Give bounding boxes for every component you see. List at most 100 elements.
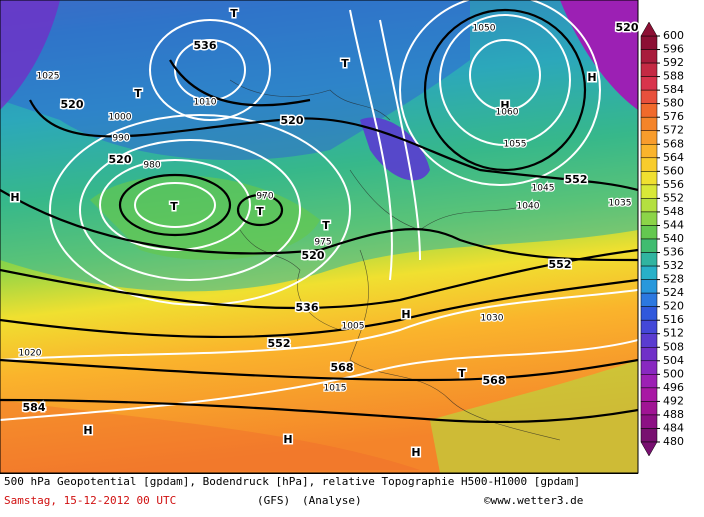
legend-label: 580	[663, 97, 684, 110]
map-label: H	[83, 424, 92, 437]
map-label: 568	[483, 374, 506, 387]
legend-swatch	[640, 35, 658, 50]
map-label: 552	[565, 173, 588, 186]
map-label: T	[341, 57, 349, 70]
map-label: T	[322, 219, 330, 232]
map-label: 1020	[19, 349, 42, 359]
footer-description: 500 hPa Geopotential [gpdam], Bodendruck…	[4, 475, 580, 488]
legend-swatch	[640, 103, 658, 118]
legend-swatch	[640, 374, 658, 389]
legend-swatch	[640, 279, 658, 294]
legend-cap-bottom	[640, 441, 658, 457]
legend-label: 600	[663, 29, 684, 42]
map-label: H	[587, 71, 596, 84]
map-label: 1055	[504, 140, 527, 150]
map-label: 975	[314, 238, 331, 248]
map-label: 1030	[481, 314, 504, 324]
legend-swatch	[640, 265, 658, 280]
legend-label: 540	[663, 232, 684, 245]
legend-swatch	[640, 198, 658, 213]
legend-swatch	[640, 171, 658, 186]
footer-date: Samstag, 15-12-2012 00 UTC	[4, 494, 176, 507]
map-label: T	[458, 367, 466, 380]
legend-cap-top	[640, 21, 658, 37]
legend-swatch	[640, 252, 658, 267]
color-legend: 6005965925885845805765725685645605565525…	[640, 21, 684, 457]
legend-label: 536	[663, 246, 684, 259]
map-label: T	[134, 87, 142, 100]
map-label: 1040	[517, 202, 540, 212]
map-label: 1045	[532, 184, 555, 194]
map-label: H	[10, 191, 19, 204]
legend-swatch	[640, 225, 658, 240]
map-label: 1005	[342, 322, 365, 332]
map-label: H	[283, 433, 292, 446]
map-label: 1060	[496, 108, 519, 118]
map-label: 520	[61, 98, 84, 111]
legend-swatch	[640, 387, 658, 402]
legend-swatch	[640, 306, 658, 321]
legend-label: 572	[663, 124, 684, 137]
legend-swatch	[640, 211, 658, 226]
map-label: H	[500, 99, 509, 112]
legend-label: 568	[663, 137, 684, 150]
legend-swatch	[640, 157, 658, 172]
map-label: 970	[256, 192, 273, 202]
legend-label: 532	[663, 259, 684, 272]
legend-label: 592	[663, 56, 684, 69]
map-label: 990	[112, 134, 129, 144]
legend-label: 504	[663, 354, 684, 367]
legend-swatch	[640, 76, 658, 91]
map-label: T	[256, 205, 264, 218]
footer-copyright: ©www.wetter3.de	[484, 494, 583, 507]
legend-swatch	[640, 401, 658, 416]
legend-label: 512	[663, 327, 684, 340]
map-label: 520	[109, 153, 132, 166]
map-label: H	[411, 446, 420, 459]
legend-label: 480	[663, 435, 684, 448]
legend-swatch	[640, 292, 658, 307]
map-labels: 520 536 520 520 520 536 552 568 584 552 552 568 520 T…	[9, 6, 640, 461]
map-label: 1025	[37, 72, 60, 82]
map-label: 980	[143, 161, 160, 171]
legend-swatch	[640, 428, 658, 443]
legend-label: 484	[663, 421, 684, 434]
legend-label: 584	[663, 83, 684, 96]
map-label: 520	[281, 114, 304, 127]
legend-swatch	[640, 360, 658, 375]
legend-label: 544	[663, 218, 684, 231]
legend-swatch	[640, 62, 658, 77]
map-label: 1010	[194, 98, 217, 108]
legend-label: 548	[663, 205, 684, 218]
legend-label: 516	[663, 313, 684, 326]
map-label: 536	[194, 39, 217, 52]
legend-label: 588	[663, 70, 684, 83]
map-label: 552	[268, 337, 291, 350]
map-label: 520	[616, 21, 639, 34]
legend-swatch	[640, 238, 658, 253]
map-label: T	[170, 200, 178, 213]
map	[0, 0, 638, 473]
map-label: T	[230, 7, 238, 20]
legend-label: 508	[663, 340, 684, 353]
map-label: 584	[23, 401, 46, 414]
map-label: 1015	[324, 384, 347, 394]
legend-label: 496	[663, 381, 684, 394]
map-label: 1050	[473, 24, 496, 34]
map-label: H	[401, 308, 410, 321]
legend-swatch	[640, 130, 658, 145]
map-label: 568	[331, 361, 354, 374]
legend-label: 492	[663, 394, 684, 407]
map-label: 520	[302, 249, 325, 262]
legend-label: 560	[663, 164, 684, 177]
footer-mode: (Analyse)	[302, 494, 362, 507]
legend-label: 552	[663, 191, 684, 204]
footer-model: (GFS)	[257, 494, 290, 507]
legend-label: 520	[663, 300, 684, 313]
legend-label: 488	[663, 408, 684, 421]
legend-label: 528	[663, 273, 684, 286]
legend-label: 556	[663, 178, 684, 191]
legend-label: 500	[663, 367, 684, 380]
legend-swatch	[640, 414, 658, 429]
